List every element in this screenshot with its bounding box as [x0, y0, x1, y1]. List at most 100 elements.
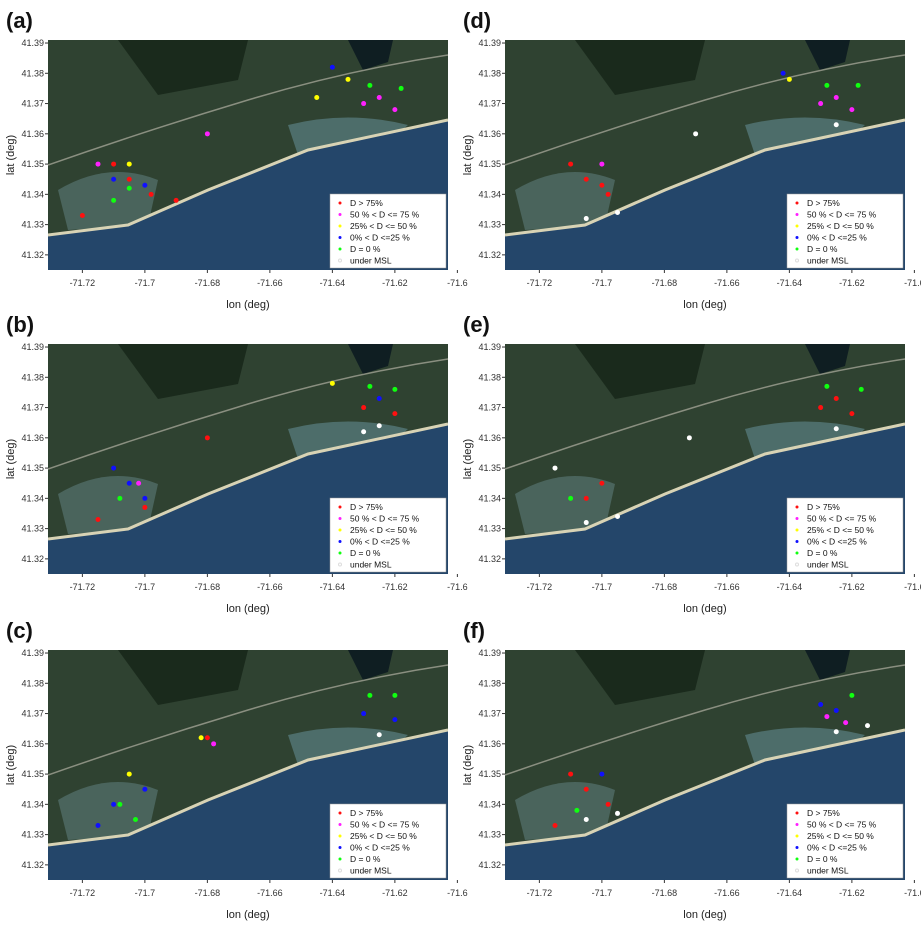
y-tick-label: 41.39	[478, 342, 501, 352]
point	[584, 520, 589, 525]
legend-swatch	[796, 846, 799, 849]
x-axis-label: lon (deg)	[226, 909, 269, 921]
legend-label: 50 % < D <= 75 %	[807, 820, 877, 830]
point	[80, 213, 85, 218]
legend-label: D > 75%	[350, 502, 383, 512]
point	[127, 177, 132, 182]
y-tick-label: 41.35	[478, 769, 501, 779]
y-tick-label: 41.34	[478, 493, 501, 503]
legend-swatch	[339, 259, 342, 262]
point	[824, 714, 829, 719]
y-axis-label: lat (deg)	[5, 135, 17, 175]
point	[199, 735, 204, 740]
x-tick-label: -71.7	[592, 278, 613, 288]
point	[205, 131, 210, 136]
point	[843, 720, 848, 725]
point	[392, 387, 397, 392]
legend-label: under MSL	[350, 560, 392, 570]
point	[399, 86, 404, 91]
point	[136, 481, 141, 486]
legend-label: 0% < D <=25 %	[807, 233, 867, 243]
point	[599, 183, 604, 188]
legend-swatch	[339, 846, 342, 849]
point	[127, 186, 132, 191]
point	[127, 481, 132, 486]
point	[133, 817, 138, 822]
legend-label: under MSL	[350, 256, 392, 266]
point	[377, 732, 382, 737]
point	[205, 735, 210, 740]
point	[330, 65, 335, 70]
y-tick-label: 41.32	[21, 250, 44, 260]
y-tick-label: 41.32	[478, 250, 501, 260]
legend-swatch	[339, 202, 342, 205]
x-tick-label: -71.64	[777, 582, 803, 592]
point	[392, 107, 397, 112]
x-tick-label: -71.7	[135, 278, 156, 288]
point	[142, 787, 147, 792]
legend-swatch	[339, 529, 342, 532]
legend-label: D > 75%	[350, 808, 383, 818]
x-tick-label: -71.64	[777, 888, 803, 898]
y-tick-label: 41.34	[478, 799, 501, 809]
legend-label: D > 75%	[807, 502, 840, 512]
y-tick-label: 41.34	[21, 189, 44, 199]
point	[127, 162, 132, 167]
y-tick-label: 41.39	[478, 38, 501, 48]
legend-label: D > 75%	[350, 198, 383, 208]
legend-label: 25% < D <= 50 %	[807, 525, 874, 535]
y-tick-label: 41.32	[21, 554, 44, 564]
x-tick-label: -71.72	[70, 582, 96, 592]
x-tick-label: -71.6	[904, 278, 921, 288]
legend-swatch	[339, 858, 342, 861]
legend-label: 0% < D <=25 %	[350, 233, 410, 243]
point	[142, 505, 147, 510]
x-tick-label: -71.62	[839, 582, 865, 592]
point	[367, 83, 372, 88]
point	[606, 192, 611, 197]
point	[584, 817, 589, 822]
legend-label: under MSL	[807, 256, 849, 266]
x-tick-label: -71.66	[257, 888, 283, 898]
y-tick-label: 41.39	[478, 648, 501, 658]
point	[553, 823, 558, 828]
point	[584, 177, 589, 182]
point	[174, 198, 179, 203]
point	[377, 423, 382, 428]
y-tick-label: 41.33	[478, 830, 501, 840]
point	[117, 496, 122, 501]
y-tick-label: 41.36	[478, 433, 501, 443]
x-axis-label: lon (deg)	[683, 603, 726, 615]
x-axis-label: lon (deg)	[226, 603, 269, 615]
y-tick-label: 41.38	[478, 68, 501, 78]
point	[834, 95, 839, 100]
x-tick-label: -71.7	[592, 582, 613, 592]
legend-label: D > 75%	[807, 198, 840, 208]
point	[693, 131, 698, 136]
point	[834, 708, 839, 713]
point	[818, 702, 823, 707]
point	[599, 481, 604, 486]
panel-label: (e)	[463, 312, 490, 337]
legend-label: 50 % < D <= 75 %	[807, 514, 877, 524]
x-tick-label: -71.68	[195, 278, 221, 288]
point	[574, 808, 579, 813]
legend-label: 25% < D <= 50 %	[807, 831, 874, 841]
y-tick-label: 41.37	[21, 709, 44, 719]
legend-swatch	[796, 812, 799, 815]
x-tick-label: -71.68	[652, 888, 678, 898]
x-tick-label: -71.66	[714, 582, 740, 592]
y-tick-label: 41.36	[21, 129, 44, 139]
point	[834, 396, 839, 401]
point	[849, 107, 854, 112]
y-axis-label: lat (deg)	[462, 745, 474, 785]
legend-swatch	[796, 858, 799, 861]
legend-swatch	[796, 213, 799, 216]
y-tick-label: 41.34	[478, 189, 501, 199]
point	[314, 95, 319, 100]
x-tick-label: -71.6	[447, 888, 468, 898]
point	[568, 162, 573, 167]
legend-swatch	[796, 225, 799, 228]
point	[111, 466, 116, 471]
point	[149, 192, 154, 197]
